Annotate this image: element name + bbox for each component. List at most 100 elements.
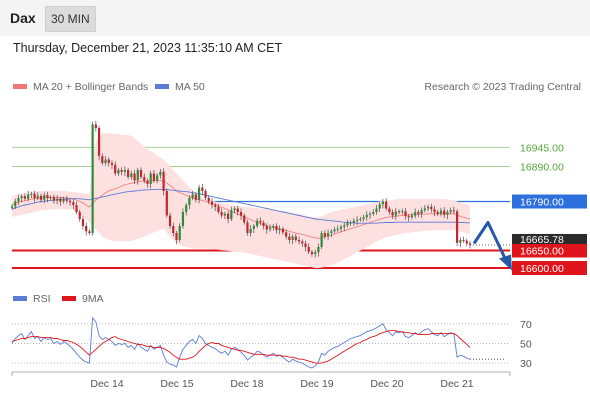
timeframe-button[interactable]: 30 MIN xyxy=(45,6,96,32)
candle xyxy=(72,199,75,210)
candle-body xyxy=(468,243,472,245)
candle-body xyxy=(297,240,301,242)
candle xyxy=(410,212,414,220)
candle xyxy=(91,121,94,236)
level-tag-4 xyxy=(512,261,587,275)
candle xyxy=(94,121,97,132)
candle-body xyxy=(62,199,65,202)
candle-body xyxy=(175,233,178,240)
candle xyxy=(339,224,343,233)
candle xyxy=(326,229,330,240)
candle xyxy=(465,238,468,247)
candle-body xyxy=(217,206,220,212)
candle xyxy=(365,211,368,221)
candle-body xyxy=(452,210,455,212)
candle xyxy=(168,212,172,229)
candle xyxy=(346,219,349,228)
candle xyxy=(78,209,81,222)
candle-body xyxy=(339,226,343,229)
candle-body xyxy=(304,243,307,247)
credit-text: Research © 2023 Trading Central xyxy=(424,81,581,93)
candle xyxy=(381,198,385,209)
candle xyxy=(36,192,39,201)
candle-body xyxy=(52,197,56,201)
candle xyxy=(10,204,14,210)
candle-body xyxy=(333,229,336,232)
candle-body xyxy=(414,212,417,216)
candle-body xyxy=(226,213,230,219)
candle xyxy=(301,239,304,247)
candle-body xyxy=(385,201,388,209)
candle-body xyxy=(307,247,310,252)
candle xyxy=(230,206,233,222)
candle-body xyxy=(72,202,75,205)
candle xyxy=(56,195,59,205)
candle xyxy=(397,209,401,215)
candle xyxy=(162,168,165,196)
candle xyxy=(14,198,17,210)
candle xyxy=(310,249,314,257)
candle xyxy=(275,223,278,234)
candle-body xyxy=(317,247,320,253)
candle xyxy=(449,207,452,215)
candle-body xyxy=(278,228,281,231)
chart-timestamp: Thursday, December 21, 2023 11:35:10 AM … xyxy=(13,41,283,55)
candle xyxy=(317,243,320,257)
bollinger-band-fill xyxy=(12,133,470,268)
candle xyxy=(68,198,72,206)
candle-body xyxy=(368,213,372,215)
ma9-legend-swatch xyxy=(62,296,76,301)
candle-body xyxy=(223,213,226,216)
candle xyxy=(220,208,223,219)
candle xyxy=(156,173,159,184)
candle-body xyxy=(249,228,252,233)
candle xyxy=(146,178,149,188)
candle-body xyxy=(30,193,33,195)
last-price-label: 16665.78 xyxy=(520,234,564,246)
candle xyxy=(439,207,443,217)
candle xyxy=(356,216,359,225)
x-tick-label-0: Dec 14 xyxy=(90,378,123,390)
candle xyxy=(426,204,430,212)
candle-body xyxy=(94,124,97,128)
candle xyxy=(452,206,455,215)
candle xyxy=(27,191,30,202)
candle-body xyxy=(33,193,36,198)
candle xyxy=(239,208,243,220)
candle xyxy=(378,202,381,212)
candle-body xyxy=(407,216,410,218)
candle xyxy=(291,234,294,245)
candle xyxy=(43,192,46,204)
level-tag-3 xyxy=(512,243,587,258)
candle xyxy=(278,225,281,235)
candle xyxy=(52,194,56,204)
candle xyxy=(46,191,49,203)
candle-body xyxy=(123,170,126,172)
projection-layer xyxy=(472,221,512,271)
candle-body xyxy=(207,198,210,202)
candle-body xyxy=(136,170,139,181)
candle-body xyxy=(204,191,207,198)
candle-body xyxy=(91,124,94,233)
candle xyxy=(39,193,43,203)
candle-body xyxy=(275,226,278,231)
candle xyxy=(252,223,256,233)
candle-body xyxy=(178,226,181,240)
candle-body xyxy=(430,206,433,210)
candle-body xyxy=(320,233,323,247)
candle-body xyxy=(394,211,397,216)
candle-body xyxy=(265,226,268,230)
candle-body xyxy=(17,198,20,202)
candle-body xyxy=(326,233,330,237)
candle xyxy=(246,219,249,236)
candle-body xyxy=(301,241,304,244)
candle xyxy=(23,193,27,201)
candle-body xyxy=(243,215,246,223)
candle-body xyxy=(110,163,114,165)
candle xyxy=(420,207,423,218)
candle xyxy=(262,220,265,230)
candle-body xyxy=(462,240,465,241)
candle-body xyxy=(168,215,172,226)
candle xyxy=(268,224,272,232)
